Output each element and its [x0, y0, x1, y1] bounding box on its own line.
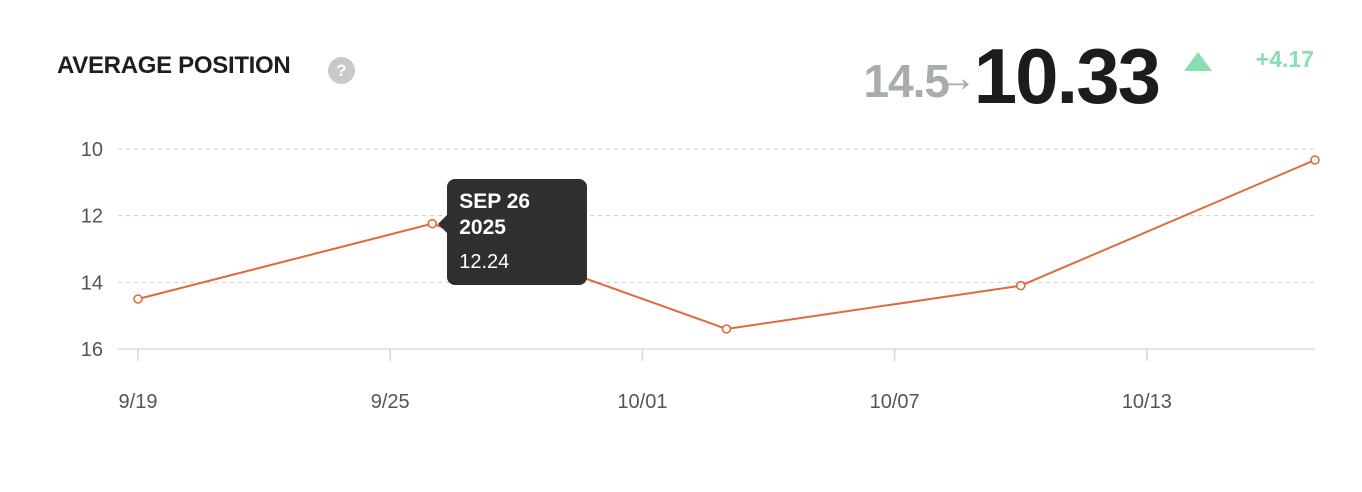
- chart-title: AVERAGE POSITION: [57, 52, 291, 79]
- x-tick-label: 10/01: [617, 391, 667, 413]
- tooltip-date: SEP 26 2025: [459, 189, 531, 239]
- data-point: [133, 294, 143, 304]
- change-value: +4.17: [1255, 46, 1314, 72]
- y-tick-label: 14: [81, 272, 103, 294]
- triangle-up-icon: [1184, 52, 1212, 71]
- y-tick-label: 10: [81, 139, 103, 161]
- x-tick-label: 10/13: [1122, 391, 1172, 413]
- tooltip-value: 12.24: [459, 250, 510, 273]
- data-point: [427, 218, 438, 229]
- x-tick-label: 9/25: [371, 391, 410, 413]
- x-tick-label: 9/19: [119, 391, 158, 413]
- data-point: [1310, 155, 1320, 165]
- previous-value: 14.5: [863, 55, 950, 107]
- data-point: [721, 324, 732, 334]
- series-line: [137, 159, 1316, 331]
- y-tick-label: 12: [81, 206, 103, 228]
- point-tooltip: SEP 26 2025 12.24: [438, 178, 588, 285]
- question-circle-icon[interactable]: ?: [328, 57, 355, 84]
- x-tick-label: 10/07: [870, 391, 920, 413]
- arrow-right-icon: →: [937, 56, 977, 100]
- data-point: [1015, 280, 1026, 291]
- y-tick-label: 16: [81, 339, 103, 361]
- current-value: 10.33: [973, 32, 1161, 120]
